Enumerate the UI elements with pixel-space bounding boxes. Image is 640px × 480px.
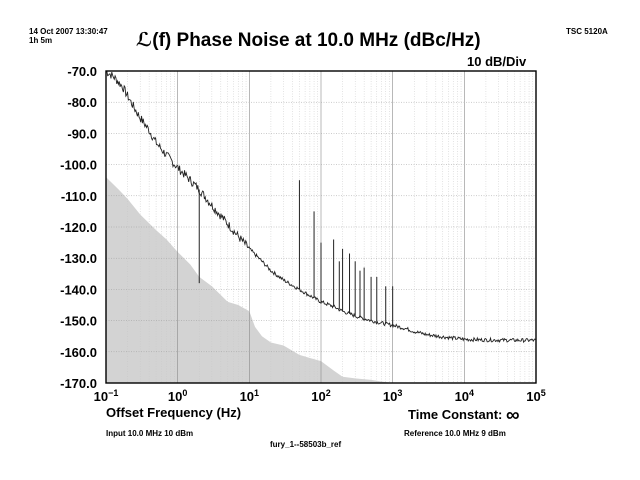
time-constant: Time Constant: ∞ bbox=[408, 405, 520, 427]
reference-signal: Reference 10.0 MHz 9 dBm bbox=[404, 429, 506, 438]
x-tick-label: 100 bbox=[168, 388, 187, 404]
timestamp: 14 Oct 2007 13:30:47 bbox=[29, 27, 108, 36]
y-tick-label: -90.0 bbox=[67, 126, 97, 141]
x-tick-label: 10−1 bbox=[94, 388, 119, 404]
y-tick-label: -110.0 bbox=[61, 189, 97, 204]
x-tick-label: 104 bbox=[455, 388, 474, 404]
x-tick-base: 10 bbox=[240, 389, 254, 404]
time-constant-value: ∞ bbox=[506, 405, 520, 426]
y-tick-label: -70.0 bbox=[67, 64, 97, 79]
x-tick-base: 10 bbox=[526, 389, 540, 404]
y-tick-label: -160.0 bbox=[60, 345, 97, 360]
x-tick-base: 10 bbox=[311, 389, 325, 404]
chart-title: ℒ(f) Phase Noise at 10.0 MHz (dBc/Hz) bbox=[136, 30, 481, 51]
y-tick-label: -150.0 bbox=[60, 314, 97, 329]
x-axis-label: Offset Frequency (Hz) bbox=[106, 405, 242, 420]
x-tick-exponent: 1 bbox=[254, 388, 259, 398]
x-tick-exponent: 2 bbox=[326, 388, 331, 398]
y-tick-label: -80.0 bbox=[67, 95, 97, 110]
x-tick-label: 103 bbox=[383, 388, 402, 404]
y-tick-label: -100.0 bbox=[60, 158, 97, 173]
x-tick-label: 105 bbox=[526, 388, 545, 404]
phase-noise-trace bbox=[105, 70, 537, 344]
x-tick-base: 10 bbox=[168, 389, 182, 404]
time-constant-label: Time Constant: bbox=[408, 407, 503, 422]
x-tick-base: 10 bbox=[383, 389, 397, 404]
x-tick-label: 101 bbox=[240, 388, 259, 404]
x-tick-label: 102 bbox=[311, 388, 330, 404]
x-tick-exponent: −1 bbox=[108, 388, 118, 398]
x-tick-exponent: 3 bbox=[397, 388, 402, 398]
duration: 1h 5m bbox=[29, 36, 53, 45]
plot-frame bbox=[105, 70, 537, 384]
x-tick-exponent: 5 bbox=[541, 388, 546, 398]
y-tick-label: -170.0 bbox=[60, 376, 97, 391]
scale-label: 10 dB/Div bbox=[467, 54, 527, 69]
x-tick-base: 10 bbox=[455, 389, 469, 404]
file-name: fury_1--58503b_ref bbox=[270, 440, 342, 449]
input-signal: Input 10.0 MHz 10 dBm bbox=[106, 429, 194, 438]
instrument-model: TSC 5120A bbox=[566, 27, 608, 36]
y-tick-label: -130.0 bbox=[60, 251, 97, 266]
y-tick-label: -140.0 bbox=[60, 282, 97, 297]
x-tick-exponent: 0 bbox=[182, 388, 187, 398]
y-tick-label: -120.0 bbox=[60, 220, 97, 235]
x-tick-exponent: 4 bbox=[469, 388, 474, 398]
x-tick-base: 10 bbox=[94, 389, 108, 404]
